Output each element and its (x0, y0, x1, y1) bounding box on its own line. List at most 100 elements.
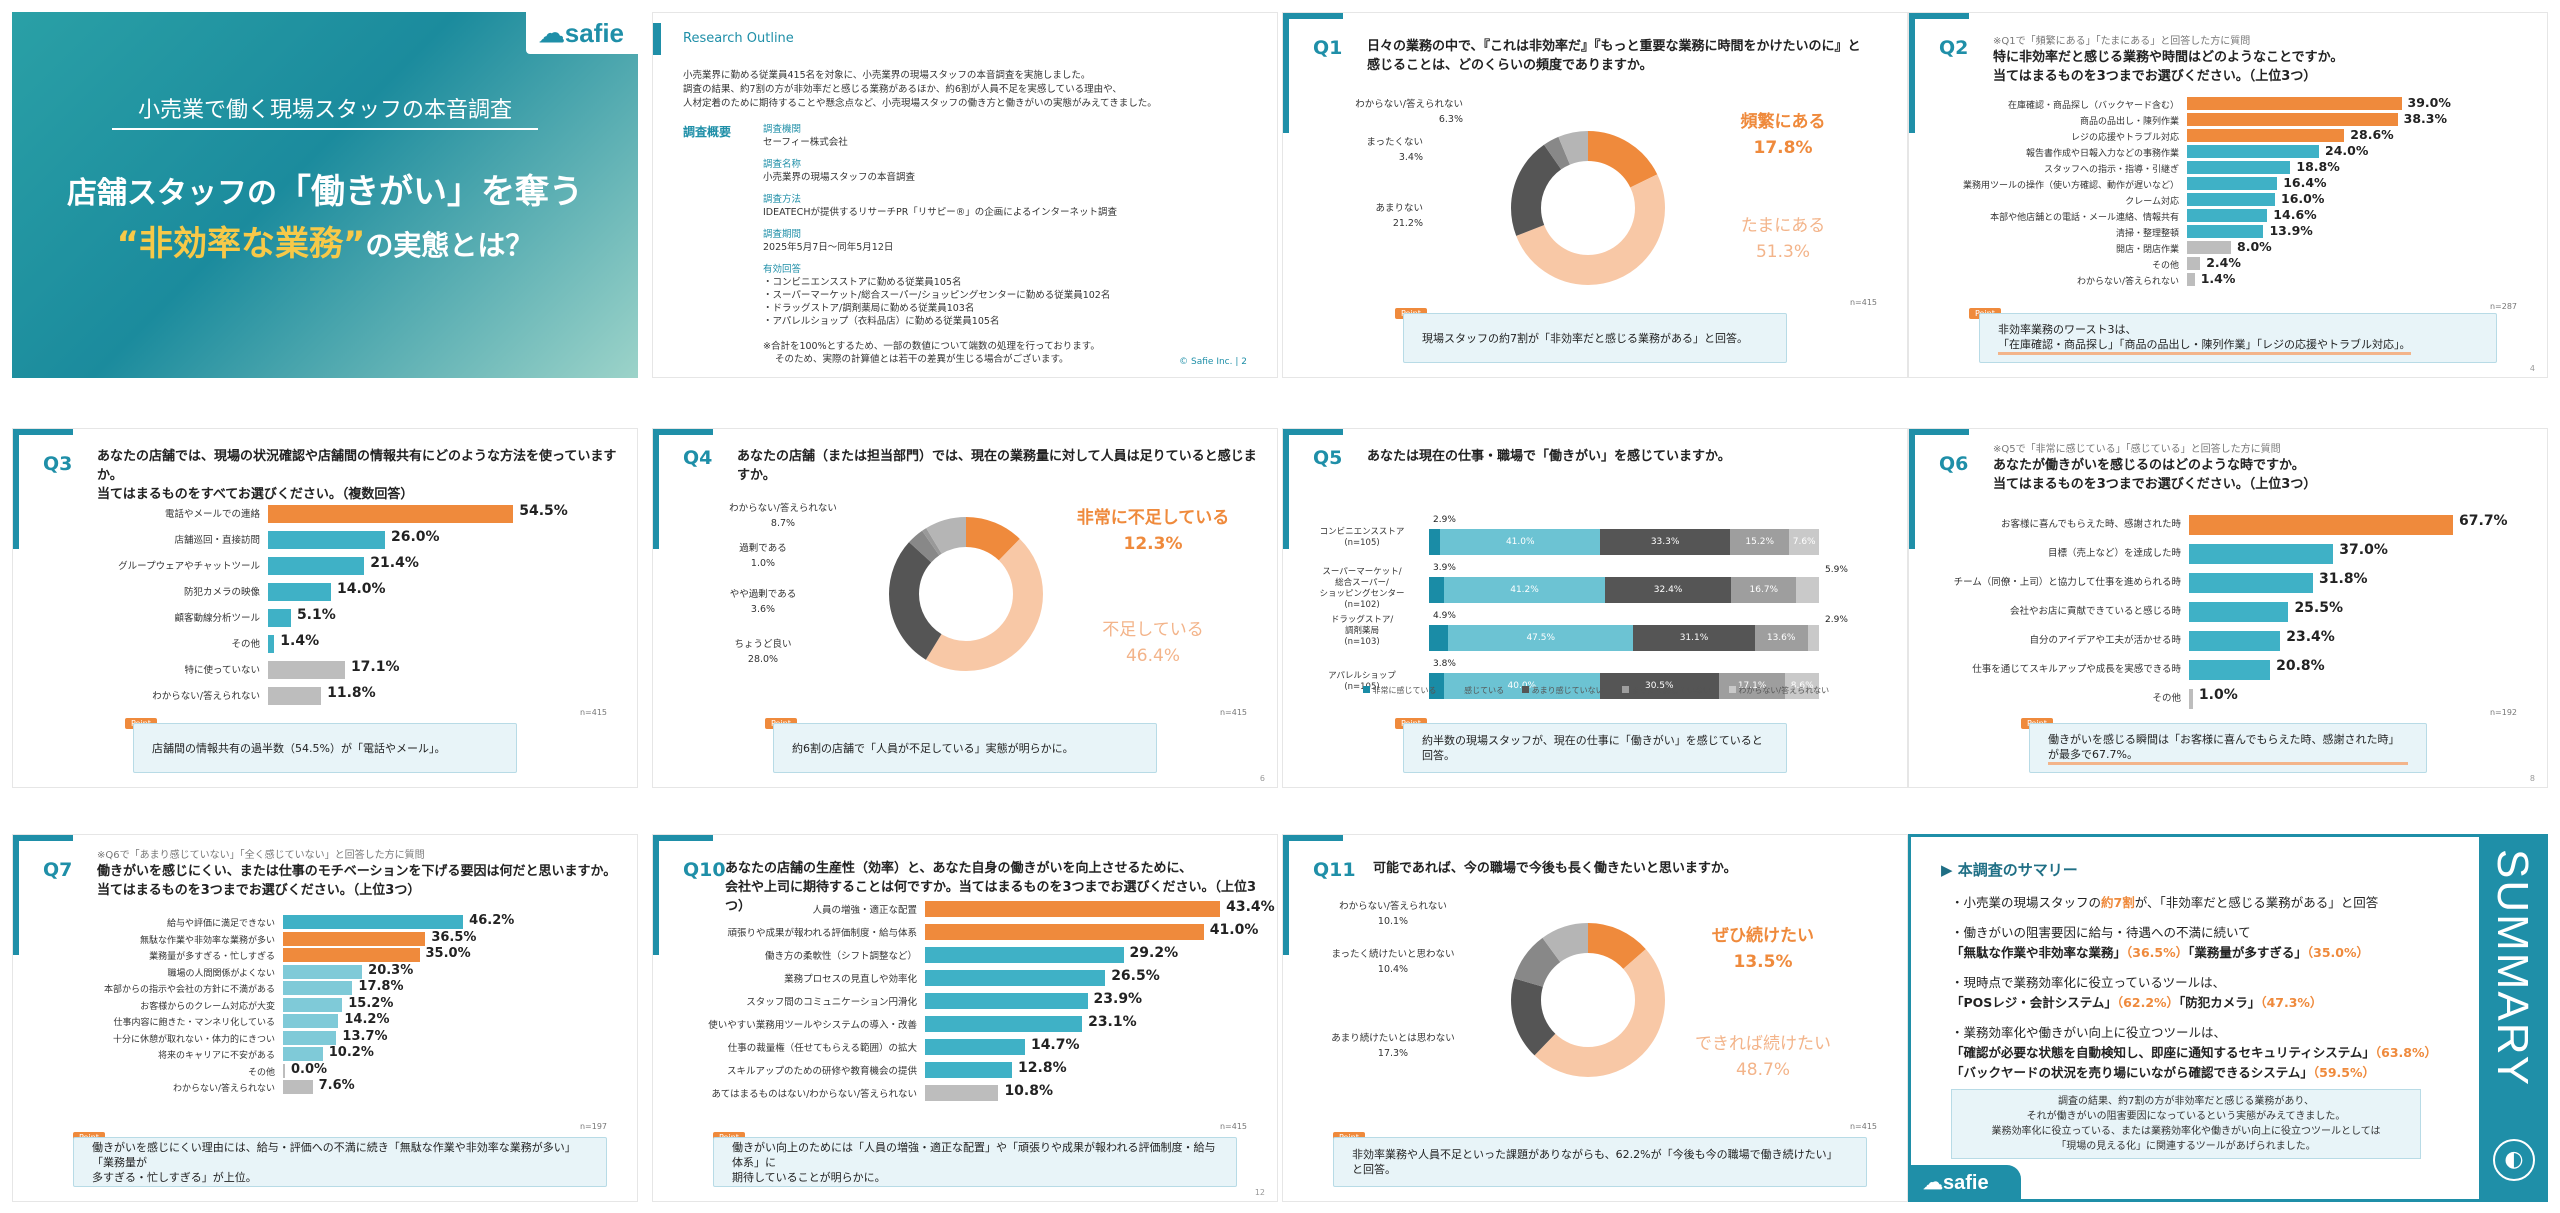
sample-size: n=415 (1849, 298, 1877, 307)
q11-donut (1511, 923, 1665, 1077)
q2-bar-chart: 在庫確認・商品探し（バックヤード含む） 39.0% 商品の品出し・陳列作業 38.3%… (1909, 95, 2547, 317)
bar-label: 人員の増強・適正な配置 (812, 905, 917, 916)
bar (2187, 257, 2201, 270)
bar-label: その他 (231, 639, 260, 650)
summary-vertical: SUMMARY (2488, 849, 2537, 1088)
bar-label: 本部からの指示や会社の方針に不満がある (103, 985, 275, 995)
question-title: あなたは現在の仕事・職場で「働きがい」を感じていますか。 (1367, 449, 1731, 464)
point-box: 現場スタッフの約7割が「非効率だと感じる業務がある」と回答。 (1403, 313, 1787, 363)
legend-item: あまり感じていない (1522, 685, 1604, 696)
bar-label: 電話やメールでの連絡 (164, 509, 260, 520)
bar-label: 給与や評価に満足できない (166, 919, 275, 929)
slice-if-possible (1511, 923, 1665, 1077)
bar-label: 顧客動線分析ツール (174, 613, 260, 624)
legend-item: 非常に感じている (1363, 685, 1437, 696)
bar-label: スタッフへの指示・指導・引継ぎ (2043, 165, 2179, 175)
bar-label: 仕事内容に飽きた・マンネリ化している (113, 1018, 275, 1028)
bar-value: 25.5% (2294, 600, 2344, 616)
bar-value: 14.6% (2273, 207, 2317, 222)
bar (283, 1030, 337, 1045)
bar-value: 1.4% (2200, 271, 2236, 286)
bar (2187, 145, 2319, 158)
bar (283, 997, 343, 1012)
bar (2187, 113, 2398, 126)
bar (925, 901, 1221, 917)
point-box: 働きがいを感じる瞬間は「お客様に喜んでもらえた時、感謝された時」が最多で67.7… (2029, 723, 2427, 773)
cover-title-line1: 店舗スタッフの「働きがい」を奪う (67, 172, 583, 212)
stack-segment: 15.2% (1730, 529, 1790, 555)
bar-label: 自分のアイデアや工夫が活かせる時 (2029, 635, 2181, 646)
bar (2187, 209, 2268, 222)
bar-value: 17.1% (350, 659, 400, 675)
page-number: 6 (1259, 774, 1265, 783)
outline-slide: Research Outline 小売業界に勤める従業員415名を対象に、小売業… (652, 12, 1278, 378)
stack-segment (1807, 625, 1819, 651)
frame-accent (1909, 13, 1915, 133)
question-number: Q10 (683, 859, 726, 881)
bar-value: 41.0% (1209, 922, 1259, 938)
frame-accent-top (13, 429, 73, 435)
bar-value: 13.9% (2269, 223, 2313, 238)
q5-slide: Q5 あなたは現在の仕事・職場で「働きがい」を感じていますか。 コンビニエンスス… (1282, 428, 1908, 788)
side-value: 5.9% (1825, 565, 1848, 575)
bar-value: 26.5% (1111, 968, 1160, 984)
bar-value: 23.4% (2286, 629, 2335, 645)
point-box: 働きがいを感じにくい理由には、給与・評価への不満に続き「無駄な作業や非効率な業務… (73, 1137, 607, 1187)
label-if-possible: できれば続けたい 48.7% (1695, 1034, 1831, 1080)
bar-label: 防犯カメラの映像 (183, 587, 260, 598)
stack-segment (1429, 529, 1441, 555)
bar (268, 635, 275, 653)
bar-value: 13.7% (342, 1028, 388, 1044)
bar-label: お客様からのクレーム対応が大変 (140, 1001, 275, 1012)
bar (283, 915, 464, 929)
bar-label: 頑張りや成果が報われる評価制度・給与体系 (727, 928, 917, 939)
stack-segment: 7.6% (1789, 529, 1819, 555)
outline-intro: 小売業界に勤める従業員415名を対象に、小売業界の現場スタッフの本音調査を実施し… (683, 70, 1157, 109)
bar-value: 1.4% (280, 633, 320, 649)
bar-label: 清掃・整理整頓 (2115, 229, 2179, 239)
bar-value: 14.7% (1030, 1037, 1080, 1053)
safie-logo: ☁safie (538, 18, 624, 48)
bar-value: 26.0% (391, 529, 440, 545)
frame-accent (1283, 835, 1289, 955)
bar-label: あてはまるものはない/わからない/答えられない (711, 1089, 917, 1100)
bar-label: 在庫確認・商品探し（バックヤード含む） (2007, 101, 2179, 111)
point-box: 非効率業務のワースト3は、 「在庫確認・商品探し」「商品の品出し・陳列作業」「レジ… (1979, 313, 2497, 363)
question-title: あなたの店舗では、現場の状況確認や店舗間の情報共有にどのような方法を使っています… (97, 449, 617, 502)
bar-value: 46.2% (469, 913, 515, 928)
bar (2187, 129, 2345, 142)
bar-value: 11.8% (327, 685, 376, 701)
q10-bar-chart: 人員の増強・適正な配置 43.4% 頑張りや成果が報われる評価制度・給与体系 41.0… (653, 899, 1277, 1131)
bar-label: わからない/答えられない (152, 691, 260, 702)
bar-label: 無駄な作業や非効率な業務が多い (139, 935, 275, 946)
point-box: 店舗間の情報共有の過半数（54.5%）が「電話やメール」。 (133, 723, 517, 773)
cover-subtitle: 小売業で働く現場スタッフの本音調査 (137, 98, 512, 123)
stack-segment (1429, 625, 1449, 651)
bar-label: 業務量が多すぎる・忙しすぎる (149, 952, 275, 962)
stack-segment: 40.0% (1443, 673, 1600, 699)
label-over: 過剰である 1.0% (739, 543, 787, 569)
bar-label: レジの応援やトラブル対応 (2070, 133, 2179, 143)
label-just-right: ちょうど良い 28.0% (734, 639, 792, 665)
bar (283, 1063, 285, 1078)
frame-accent-top (1283, 429, 1343, 435)
bar-label: 将来のキャリアに不安がある (157, 1051, 275, 1061)
slice-sometimes (1511, 131, 1665, 285)
bar-value: 36.5% (431, 929, 477, 945)
bar-label: 開店・閉店作業 (2115, 245, 2179, 255)
bar-value: 28.6% (2350, 127, 2394, 142)
bar-label: グループウェアやチャットツール (118, 561, 260, 572)
bar-value: 17.8% (358, 979, 404, 994)
bar (925, 993, 1088, 1009)
bar-label: クレーム対応 (2125, 197, 2179, 207)
bar-value: 54.5% (519, 503, 568, 519)
bar (2187, 273, 2195, 286)
question-number: Q11 (1313, 859, 1356, 881)
bar-label: お客様に喜んでもらえた時、感謝された時 (2000, 519, 2181, 530)
bar (2187, 177, 2278, 190)
bar-value: 20.3% (368, 962, 414, 978)
bar (925, 1062, 1013, 1078)
cover-title-line2: “非効率な業務”の実態とは？ (116, 224, 534, 264)
label-not-really: あまり続けたいとは思わない 17.3% (1331, 1033, 1455, 1059)
slice-unknown (1511, 131, 1665, 285)
